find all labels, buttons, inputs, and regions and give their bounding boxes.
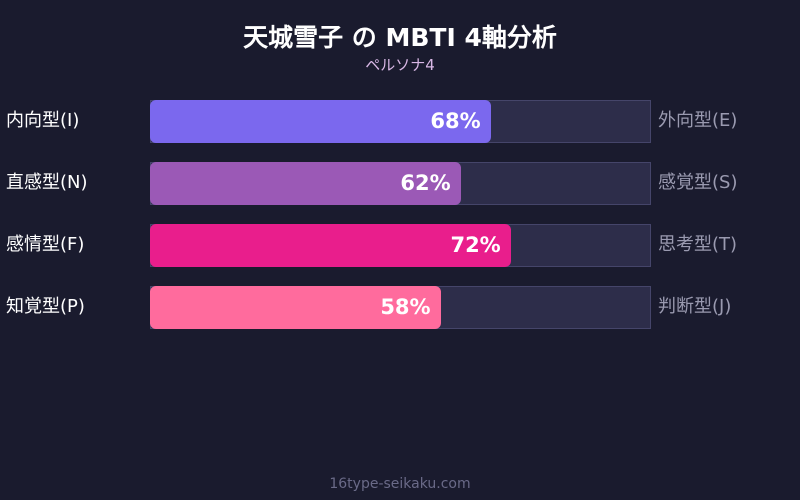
left-trait-label: 直感型(N) xyxy=(6,172,88,193)
bar-fill: 62% xyxy=(150,162,461,205)
right-trait-label: 思考型(T) xyxy=(658,234,738,255)
bar-row: 直感型(N) 62% 感覚型(S) xyxy=(0,162,800,205)
right-trait-label: 感覚型(S) xyxy=(658,172,738,193)
footer-credit: 16type-seikaku.com xyxy=(329,476,471,492)
bar-fill: 58% xyxy=(150,286,441,329)
bar-value-label: 72% xyxy=(450,233,501,257)
chart-title: 天城雪子 の MBTI 4軸分析 xyxy=(243,23,557,52)
bar-row: 内向型(I) 68% 外向型(E) xyxy=(0,100,800,143)
right-trait-label: 外向型(E) xyxy=(658,110,738,131)
left-trait-label: 感情型(F) xyxy=(6,234,85,255)
bar-value-label: 58% xyxy=(380,295,431,319)
bar-row: 知覚型(P) 58% 判断型(J) xyxy=(0,286,800,329)
left-trait-label: 内向型(I) xyxy=(6,110,80,131)
bar-value-label: 68% xyxy=(430,109,481,133)
bar-value-label: 62% xyxy=(400,171,451,195)
bar-row: 感情型(F) 72% 思考型(T) xyxy=(0,224,800,267)
left-trait-label: 知覚型(P) xyxy=(6,296,85,317)
right-trait-label: 判断型(J) xyxy=(658,296,732,317)
bar-fill: 72% xyxy=(150,224,511,267)
chart-subtitle: ペルソナ4 xyxy=(365,56,435,74)
bar-fill: 68% xyxy=(150,100,491,143)
